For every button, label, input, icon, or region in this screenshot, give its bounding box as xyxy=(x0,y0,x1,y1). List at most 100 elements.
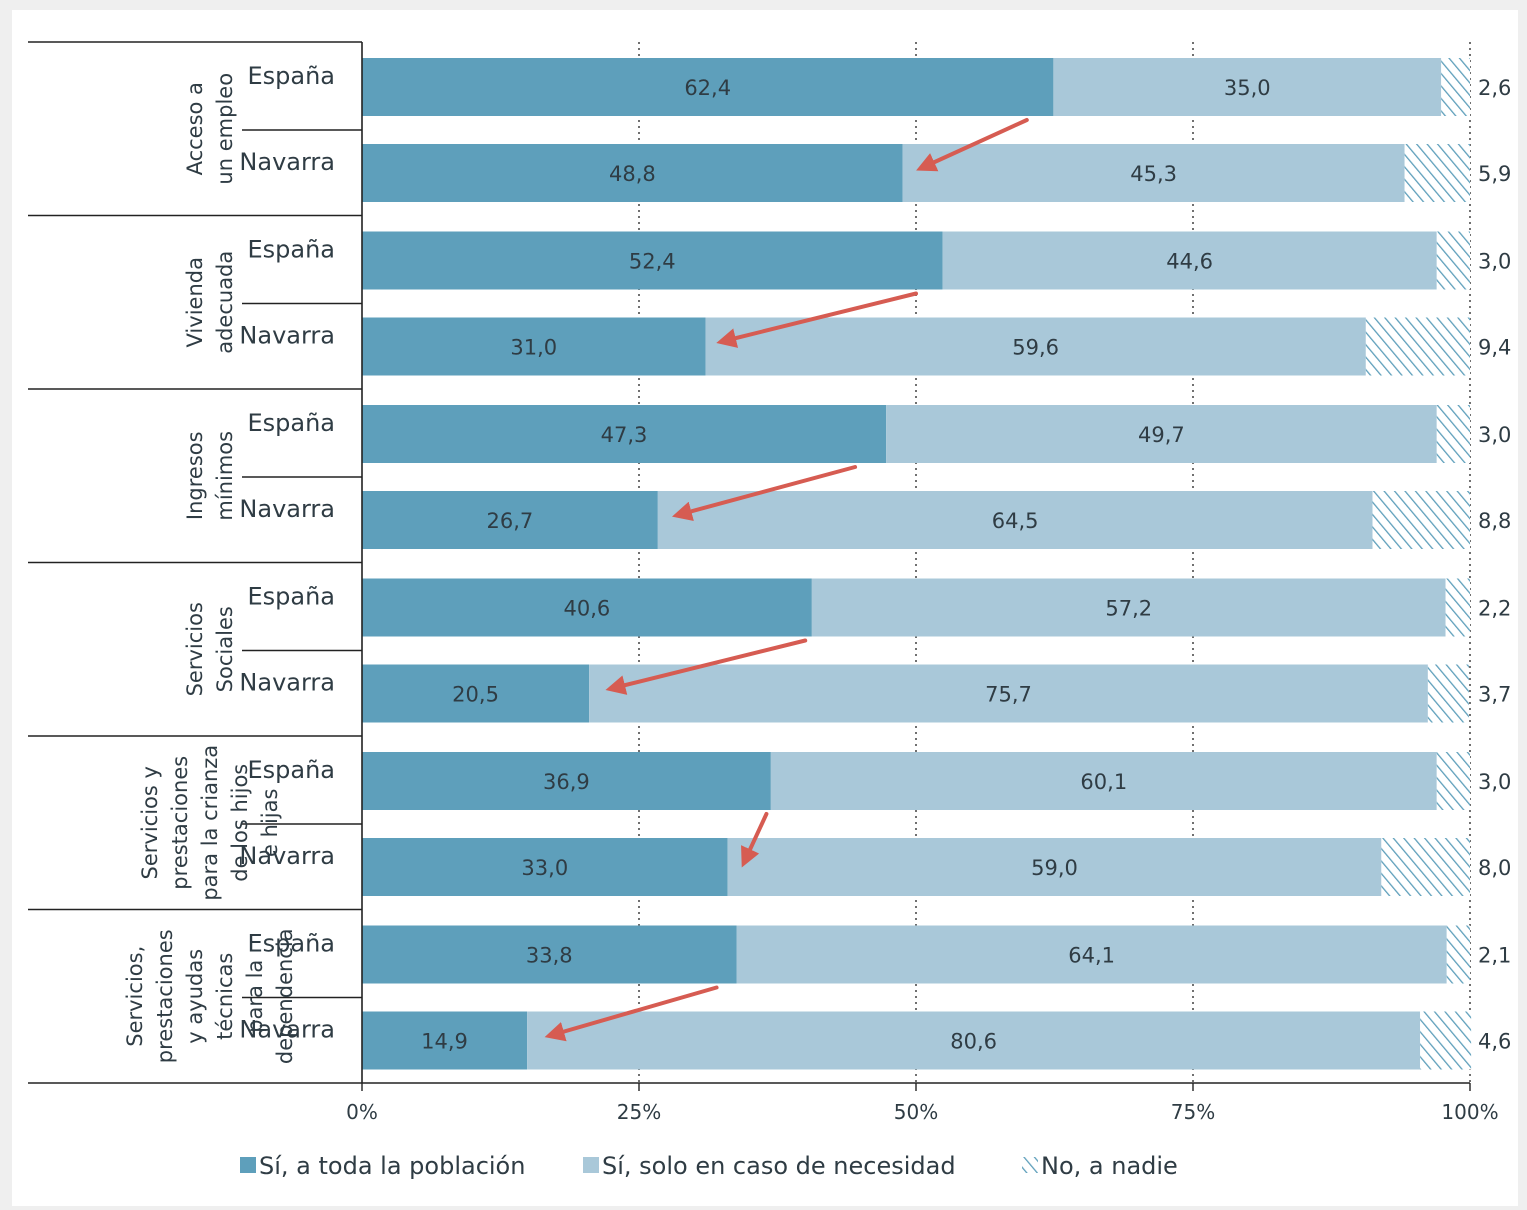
bar-si-toda[interactable] xyxy=(362,144,903,202)
bar-si-necesidad[interactable] xyxy=(902,144,1405,202)
data-label-no-nadie: 3,7 xyxy=(1478,683,1511,707)
data-label-si-toda: 52,4 xyxy=(629,250,676,274)
bar-si-necesidad[interactable] xyxy=(1053,58,1442,116)
data-label-no-nadie: 5,9 xyxy=(1478,162,1511,186)
bar-no-nadie[interactable] xyxy=(1420,1011,1472,1070)
region-label: Navarra xyxy=(239,669,335,697)
data-label-no-nadie: 2,1 xyxy=(1478,944,1511,968)
bar-no-nadie[interactable] xyxy=(1436,752,1470,810)
x-tick-label: 0% xyxy=(346,1100,378,1124)
x-tick-label: 75% xyxy=(1171,1100,1215,1124)
category-label: Servicios, prestaciones y ayudas técnicas pa… xyxy=(123,928,297,1064)
data-label-si-necesidad: 59,6 xyxy=(1012,336,1059,360)
x-tick-label: 100% xyxy=(1441,1100,1498,1124)
category-label-line: Servicios y xyxy=(138,766,162,879)
data-label-si-necesidad: 75,7 xyxy=(985,683,1032,707)
category-label-line: y ayudas xyxy=(183,949,207,1044)
data-label-si-toda: 62,4 xyxy=(684,76,731,100)
data-label-si-toda: 47,3 xyxy=(601,423,648,447)
region-label: Navarra xyxy=(239,1016,335,1044)
data-label-si-toda: 20,5 xyxy=(452,683,499,707)
data-label-si-necesidad: 49,7 xyxy=(1138,423,1185,447)
bar-si-toda[interactable] xyxy=(362,405,887,463)
region-label: España xyxy=(247,583,335,611)
bar-si-toda[interactable] xyxy=(362,664,590,723)
trend-arrow xyxy=(741,812,769,868)
x-tick-label: 25% xyxy=(617,1100,661,1124)
bar-si-toda[interactable] xyxy=(362,838,728,896)
data-label-si-necesidad: 64,1 xyxy=(1068,944,1115,968)
bar-no-nadie[interactable] xyxy=(1404,144,1470,202)
bar-no-nadie[interactable] xyxy=(1436,405,1470,463)
category-label-line: Acceso a xyxy=(183,82,207,175)
category-label-line: e hijas xyxy=(258,789,282,857)
region-label: España xyxy=(247,62,335,90)
category-label-line: adecuada xyxy=(213,251,237,354)
trend-arrow xyxy=(671,465,858,521)
bar-si-necesidad[interactable] xyxy=(527,1011,1421,1070)
bar-si-necesidad[interactable] xyxy=(705,317,1366,376)
legend-label-si-necesidad: Sí, solo en caso de necesidad xyxy=(602,1152,956,1180)
data-label-no-nadie: 2,2 xyxy=(1478,597,1511,621)
data-label-si-toda: 48,8 xyxy=(609,162,656,186)
legend-label-si-toda: Sí, a toda la población xyxy=(259,1152,525,1180)
data-label-si-necesidad: 60,1 xyxy=(1080,770,1127,794)
bar-si-toda[interactable] xyxy=(362,317,706,376)
x-axis: 0% 25% 50% 75% 100% xyxy=(346,1083,1499,1124)
bar-si-necesidad[interactable] xyxy=(770,752,1437,810)
category-label-line: Servicios, xyxy=(123,946,147,1047)
data-label-si-necesidad: 35,0 xyxy=(1224,76,1271,100)
data-label-si-toda: 33,8 xyxy=(526,944,573,968)
bar-si-necesidad[interactable] xyxy=(736,925,1447,984)
category-label-line: Sociales xyxy=(213,606,237,692)
bar-si-toda[interactable] xyxy=(362,1011,528,1070)
category-label-line: un empleo xyxy=(213,73,237,185)
region-label: España xyxy=(247,236,335,264)
category-label-line: Ingresos xyxy=(183,431,207,520)
category-label: Vivienda adecuada xyxy=(183,251,237,354)
region-label: España xyxy=(247,930,335,958)
data-label-si-necesidad: 59,0 xyxy=(1031,856,1078,880)
bar-no-nadie[interactable] xyxy=(1365,317,1470,376)
data-label-no-nadie: 9,4 xyxy=(1478,336,1511,360)
bar-si-necesidad[interactable] xyxy=(657,491,1373,549)
legend: Sí, a toda la población Sí, solo en caso … xyxy=(240,1152,1178,1180)
bar-no-nadie[interactable] xyxy=(1445,578,1470,637)
trend-arrow xyxy=(716,291,918,348)
bar-si-toda[interactable] xyxy=(362,58,1054,116)
x-tick-label: 50% xyxy=(894,1100,938,1124)
bar-si-toda[interactable] xyxy=(362,231,943,290)
bar-si-necesidad[interactable] xyxy=(727,838,1382,896)
bar-no-nadie[interactable] xyxy=(1446,925,1470,984)
bar-si-toda[interactable] xyxy=(362,752,771,810)
bar-si-toda[interactable] xyxy=(362,578,812,637)
bar-no-nadie[interactable] xyxy=(1427,664,1469,723)
category-label-line: mínimos xyxy=(213,431,237,521)
trend-arrow xyxy=(916,118,1029,172)
bar-no-nadie[interactable] xyxy=(1372,491,1470,549)
bar-si-toda[interactable] xyxy=(362,491,658,549)
region-label: Navarra xyxy=(239,842,335,870)
category-label: Servicios y prestaciones para la crianza de… xyxy=(138,745,282,901)
bar-si-necesidad[interactable] xyxy=(886,405,1437,463)
bar-no-nadie[interactable] xyxy=(1436,231,1470,290)
category-label: Acceso a un empleo xyxy=(183,73,237,185)
category-label-line: para la crianza xyxy=(198,745,222,901)
category-label-line: técnicas xyxy=(213,953,237,1040)
region-label: Navarra xyxy=(239,495,335,523)
frame-layer xyxy=(28,41,1470,1084)
region-label: España xyxy=(247,409,335,437)
bar-no-nadie[interactable] xyxy=(1381,838,1470,896)
bar-si-necesidad[interactable] xyxy=(942,231,1437,290)
bar-no-nadie[interactable] xyxy=(1441,58,1470,116)
category-label-line: prestaciones xyxy=(168,756,192,890)
bar-si-necesidad[interactable] xyxy=(589,664,1428,723)
category-label-line: para la xyxy=(243,960,267,1033)
bars-layer xyxy=(362,58,1472,1070)
data-label-si-toda: 36,9 xyxy=(543,770,590,794)
data-label-si-necesidad: 80,6 xyxy=(950,1030,997,1054)
data-label-no-nadie: 3,0 xyxy=(1478,770,1511,794)
bar-si-necesidad[interactable] xyxy=(811,578,1446,637)
bar-si-toda[interactable] xyxy=(362,925,737,984)
